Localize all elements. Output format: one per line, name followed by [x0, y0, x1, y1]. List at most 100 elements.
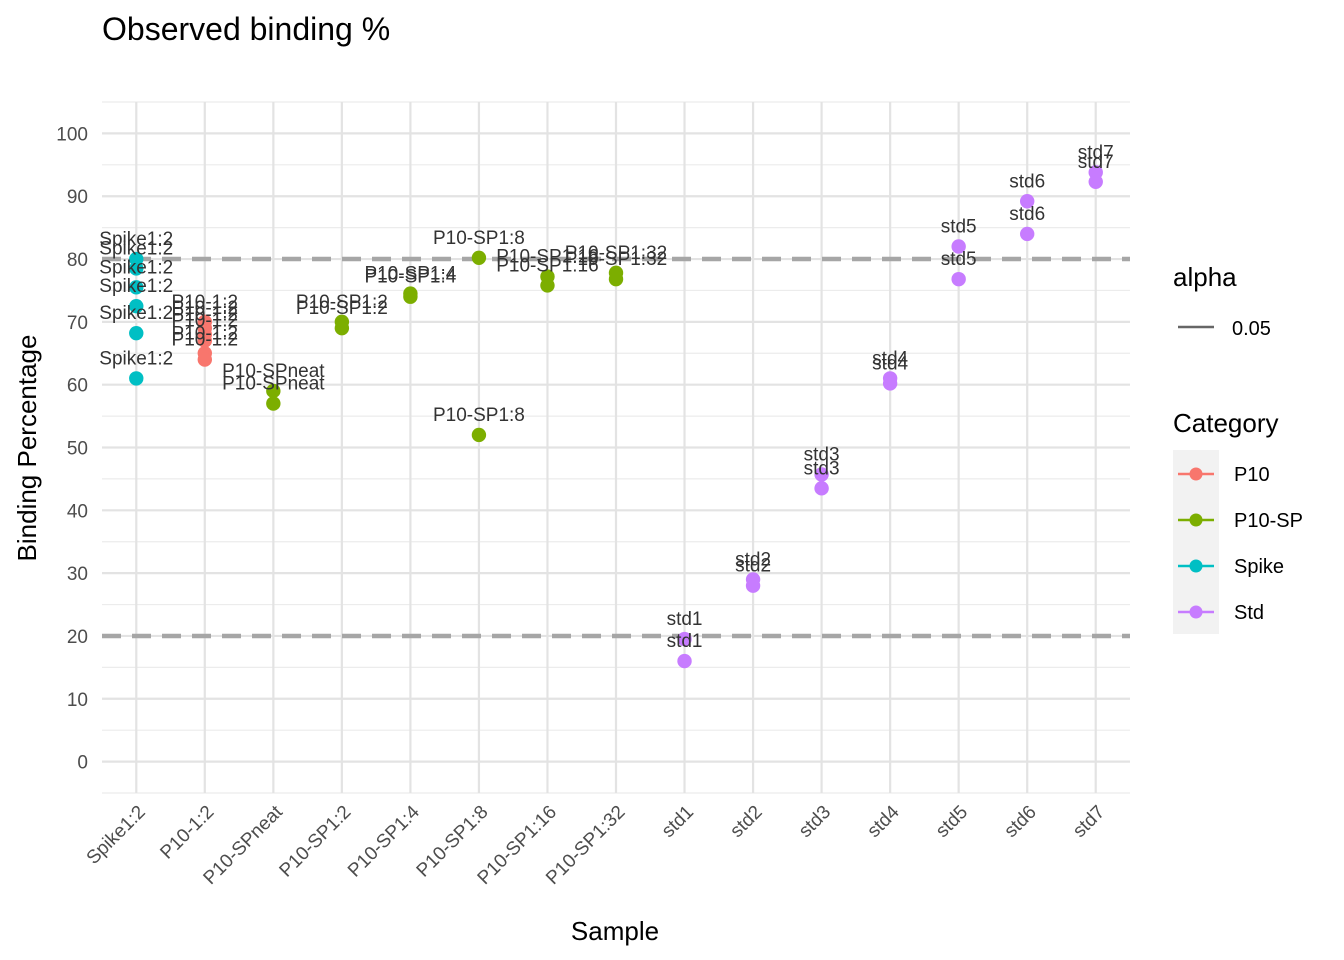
point-label: P10-1:2 [172, 323, 239, 344]
point-label: P10-1:2 [172, 298, 239, 319]
point-label: P10-SP1:2 [296, 298, 388, 319]
y-tick-label: 20 [67, 627, 88, 648]
point-label: P10-SP1:8 [433, 405, 525, 426]
data-point [334, 320, 350, 336]
point-label: Spike1:2 [99, 348, 173, 369]
category-legend-key-background [1173, 450, 1219, 634]
data-point [266, 396, 281, 411]
y-tick-label: 80 [67, 250, 88, 271]
y-tick-label: 30 [67, 564, 88, 585]
point-label: Spike1:2 [99, 257, 173, 278]
point-label: P10-SP1:4 [364, 264, 456, 285]
data-point [951, 271, 966, 287]
alpha-legend-value: 0.05 [1232, 318, 1271, 340]
y-tick-label: 70 [67, 313, 88, 334]
x-tick-label: std2 [726, 802, 766, 842]
point-label: std4 [872, 353, 908, 374]
point-label: P10-SP1:32 [565, 243, 667, 264]
point-label: std2 [735, 556, 771, 577]
x-tick-label: std4 [863, 801, 904, 842]
x-tick-label: std1 [658, 802, 698, 842]
data-point [1019, 226, 1035, 242]
legend-key-point [1189, 467, 1203, 481]
point-label: std5 [941, 249, 977, 270]
point-label: Spike1:2 [99, 276, 173, 297]
x-axis-title: Sample [571, 916, 659, 946]
data-point [951, 239, 966, 254]
point-label: std5 [941, 216, 977, 237]
x-tick-label: std5 [932, 802, 972, 842]
point-label: P10-1:2 [172, 292, 239, 313]
y-tick-label: 90 [67, 187, 88, 208]
chart-title: Observed binding % [102, 11, 390, 47]
data-point [197, 333, 212, 348]
point-label: std7 [1078, 152, 1114, 173]
y-axis-ticks: 0 10 20 30 40 50 60 70 80 90 100 [56, 124, 88, 773]
x-tick-label: Spike1:2 [83, 802, 150, 869]
x-tick-label: P10-1:2 [156, 802, 218, 864]
data-point [129, 371, 144, 386]
x-tick-label: P10-SP1:4 [344, 801, 424, 881]
category-legend-items: P10 P10-SP Spike Std [1178, 464, 1303, 624]
legend-key-point [1189, 605, 1203, 619]
reference-lines [102, 256, 1130, 639]
y-tick-label: 40 [67, 501, 88, 522]
point-label: P10-SP1:4 [364, 267, 456, 288]
y-tick-label: 0 [77, 753, 88, 774]
category-legend-title: Category [1173, 408, 1279, 438]
data-point [608, 271, 624, 287]
y-axis-title: Binding Percentage [12, 335, 42, 562]
data-point [129, 298, 144, 314]
data-point [677, 653, 692, 669]
point-label: std1 [667, 609, 703, 630]
y-tick-label: 100 [56, 124, 88, 145]
point-label: std3 [804, 458, 840, 479]
data-point [1088, 174, 1103, 189]
point-label: std4 [872, 348, 908, 369]
data-point [814, 481, 829, 496]
point-label: P10-SP1:2 [296, 292, 388, 313]
point-label: Spike1:2 [99, 303, 173, 324]
data-point [540, 278, 555, 293]
legend-label: P10-SP [1234, 510, 1303, 532]
legend-label: P10 [1234, 464, 1270, 486]
data-point [129, 325, 144, 341]
point-label: Spike1:2 [99, 229, 173, 250]
point-label: P10-SP1:8 [433, 228, 525, 249]
data-point [745, 578, 761, 593]
y-tick-label: 10 [67, 690, 88, 711]
point-labels: P10-1:2P10-1:2P10-1:2P10-1:2P10-1:2P10-1… [99, 142, 1113, 652]
data-point [403, 289, 418, 304]
point-label: Spike1:2 [99, 238, 173, 259]
data-point [677, 631, 692, 647]
point-label: P10-SPneat [222, 374, 325, 395]
data-point [129, 280, 144, 295]
data-point [471, 427, 487, 443]
point-label: P10-1:2 [172, 304, 239, 325]
point-label: P10-1:2 [172, 311, 239, 332]
legend-label: Std [1234, 602, 1264, 624]
data-point [266, 383, 281, 399]
legend-key-point [1189, 559, 1203, 573]
point-label: P10-SP1:16 [496, 255, 598, 276]
data-point [882, 376, 898, 391]
point-label: std1 [667, 631, 703, 652]
data-point [814, 467, 829, 482]
alpha-legend-title: alpha [1173, 262, 1237, 292]
data-point [471, 250, 487, 265]
point-label: std7 [1078, 142, 1114, 163]
point-label: P10-1:2 [172, 330, 239, 351]
legend: alpha 0.05 Category P10 P10-SP Spike Std [1173, 262, 1303, 634]
legend-key-point [1189, 513, 1203, 527]
x-axis-ticks: Spike1:2 P10-1:2P10-SPneatP10-SP1:2P10-SP… [83, 801, 1110, 889]
point-label: P10-SPneat [222, 361, 325, 382]
point-label: std6 [1009, 204, 1045, 225]
x-tick-label: std7 [1069, 802, 1109, 842]
x-tick-label: std3 [795, 802, 835, 842]
legend-label: Spike [1234, 556, 1284, 578]
point-label: std6 [1009, 171, 1045, 192]
point-label: std2 [735, 549, 771, 570]
data-point [1019, 194, 1035, 209]
data-points [129, 165, 1103, 669]
